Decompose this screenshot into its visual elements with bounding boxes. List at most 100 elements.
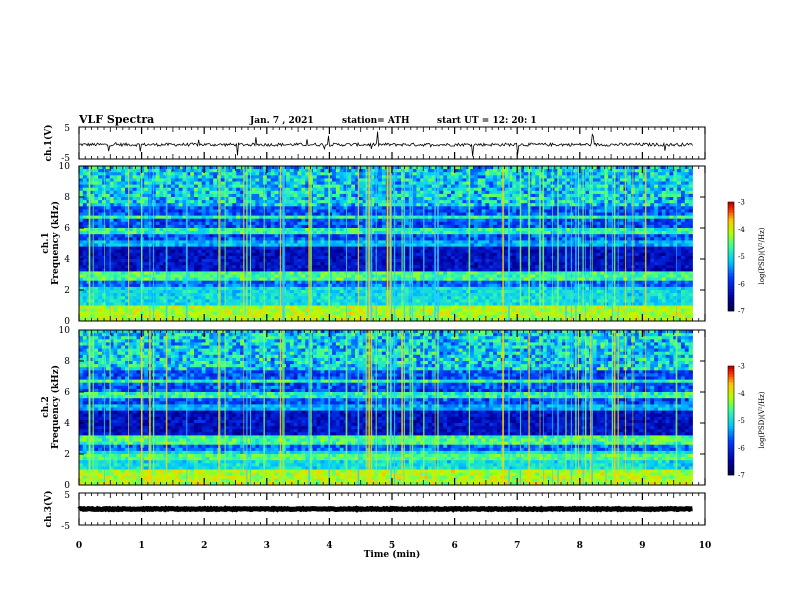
- spectrogram-cell: [79, 249, 84, 254]
- spectrogram-cell: [155, 283, 160, 288]
- spectrogram-cell: [347, 228, 352, 232]
- spectrogram-cell: [125, 203, 130, 207]
- spectrogram-cell: [439, 314, 444, 319]
- spectrogram-cell: [263, 212, 268, 216]
- spectrogram-cell: [178, 178, 183, 182]
- spectrogram-cell: [274, 296, 279, 300]
- spectrogram-cell: [121, 190, 126, 195]
- spectrogram-cell: [167, 314, 172, 319]
- spectrogram-cell: [171, 218, 176, 223]
- spectrogram-cell: [201, 234, 206, 238]
- spectrogram-cell: [174, 212, 180, 216]
- spectrogram-cell: [224, 178, 229, 182]
- spectrogram-cell: [274, 206, 279, 210]
- spectrogram-cell: [94, 314, 99, 319]
- spectrogram-cell: [454, 296, 459, 300]
- spectrogram-cell: [381, 218, 387, 223]
- spectrogram-cell: [144, 206, 149, 210]
- spectrogram-cell: [171, 221, 176, 226]
- spectrogram-cell: [163, 243, 168, 247]
- spectrogram-cell: [431, 224, 436, 229]
- spectrogram-cell: [378, 181, 383, 185]
- spectrogram-cell: [121, 314, 126, 319]
- spectrogram-cell: [263, 286, 268, 291]
- spectrogram-cell: [243, 252, 249, 257]
- spectrogram-cell: [132, 169, 137, 173]
- spectrogram-cell: [186, 221, 191, 226]
- spectrogram-cell: [132, 293, 137, 297]
- spectrogram-cell: [79, 280, 84, 285]
- spectrogram-cell: [332, 209, 337, 213]
- spectrogram-cell: [301, 255, 306, 260]
- spectrogram-cell: [155, 280, 160, 285]
- spectrogram-cell: [125, 283, 130, 288]
- spectrogram-cell: [450, 277, 456, 282]
- spectrogram-cell: [228, 224, 233, 229]
- spectrogram-cell: [228, 280, 233, 285]
- spectrogram-cell: [132, 172, 137, 176]
- spectrogram-cell: [136, 259, 141, 263]
- spectrogram-cell: [370, 274, 375, 278]
- spectrogram-cell: [339, 206, 344, 210]
- spectrogram-cell: [343, 259, 348, 263]
- spectrogram-cell: [266, 290, 272, 294]
- spectrogram-cell: [401, 200, 406, 204]
- spectrogram-cell: [339, 280, 344, 285]
- spectrogram-cell: [320, 197, 325, 201]
- spectrogram-cell: [381, 169, 387, 173]
- spectrogram-cell: [167, 181, 172, 185]
- spectrogram-cell: [240, 255, 245, 260]
- spectrogram-cell: [132, 265, 137, 269]
- spectrogram-cell: [416, 190, 421, 195]
- spectrogram-cell: [213, 302, 218, 306]
- spectrogram-cell: [251, 246, 256, 251]
- spectrogram-cell: [370, 280, 375, 285]
- spectrogram-cell: [209, 299, 214, 303]
- spectrogram-cell: [240, 286, 245, 291]
- spectrogram-cell: [381, 172, 387, 176]
- spectrogram-cell: [121, 290, 126, 294]
- spectrogram-cell: [447, 193, 452, 198]
- spectrogram-cell: [381, 181, 387, 185]
- spectrogram-cell: [98, 268, 103, 272]
- spectrogram-cell: [255, 240, 260, 244]
- spectrogram-cell: [324, 317, 329, 322]
- spectrogram-cell: [140, 240, 145, 244]
- spectrogram-cell: [447, 181, 452, 185]
- spectrogram-cell: [213, 299, 218, 303]
- spectrogram-cell: [450, 175, 456, 179]
- spectrogram-cell: [94, 187, 99, 192]
- spectrogram-cell: [443, 296, 448, 300]
- spectrogram-cell: [420, 302, 425, 306]
- spectrogram-cell: [117, 212, 122, 216]
- spectrogram-cell: [228, 197, 233, 201]
- spectrogram-cell: [125, 221, 130, 226]
- spectrogram-cell: [236, 175, 241, 179]
- spectrogram-cell: [194, 277, 199, 282]
- spectrogram-cell: [347, 262, 352, 266]
- spectrogram-cell: [301, 166, 306, 170]
- spectrogram-cell: [401, 268, 406, 272]
- spectrogram-cell: [439, 277, 444, 282]
- spectrogram-cell: [144, 197, 149, 201]
- spectrogram-cell: [117, 231, 122, 235]
- spectrogram-cell: [144, 172, 149, 176]
- spectrogram-cell: [347, 178, 352, 182]
- spectrogram-cell: [98, 255, 103, 260]
- spectrogram-cell: [205, 283, 210, 288]
- spectrogram-cell: [397, 296, 402, 300]
- spectrogram-cell: [174, 259, 180, 263]
- spectrogram-cell: [332, 299, 337, 303]
- spectrogram-cell: [332, 187, 337, 192]
- spectrogram-cell: [312, 184, 318, 189]
- spectrogram-cell: [454, 317, 459, 322]
- spectrogram-cell: [404, 268, 410, 272]
- spectrogram-cell: [293, 228, 298, 232]
- spectrogram-cell: [358, 172, 364, 176]
- spectrogram-cell: [450, 212, 456, 216]
- spectrogram-cell: [263, 293, 268, 297]
- spectrogram-cell: [213, 190, 218, 195]
- spectrogram-cell: [370, 190, 375, 195]
- spectrogram-cell: [236, 255, 241, 260]
- spectrogram-cell: [393, 190, 398, 195]
